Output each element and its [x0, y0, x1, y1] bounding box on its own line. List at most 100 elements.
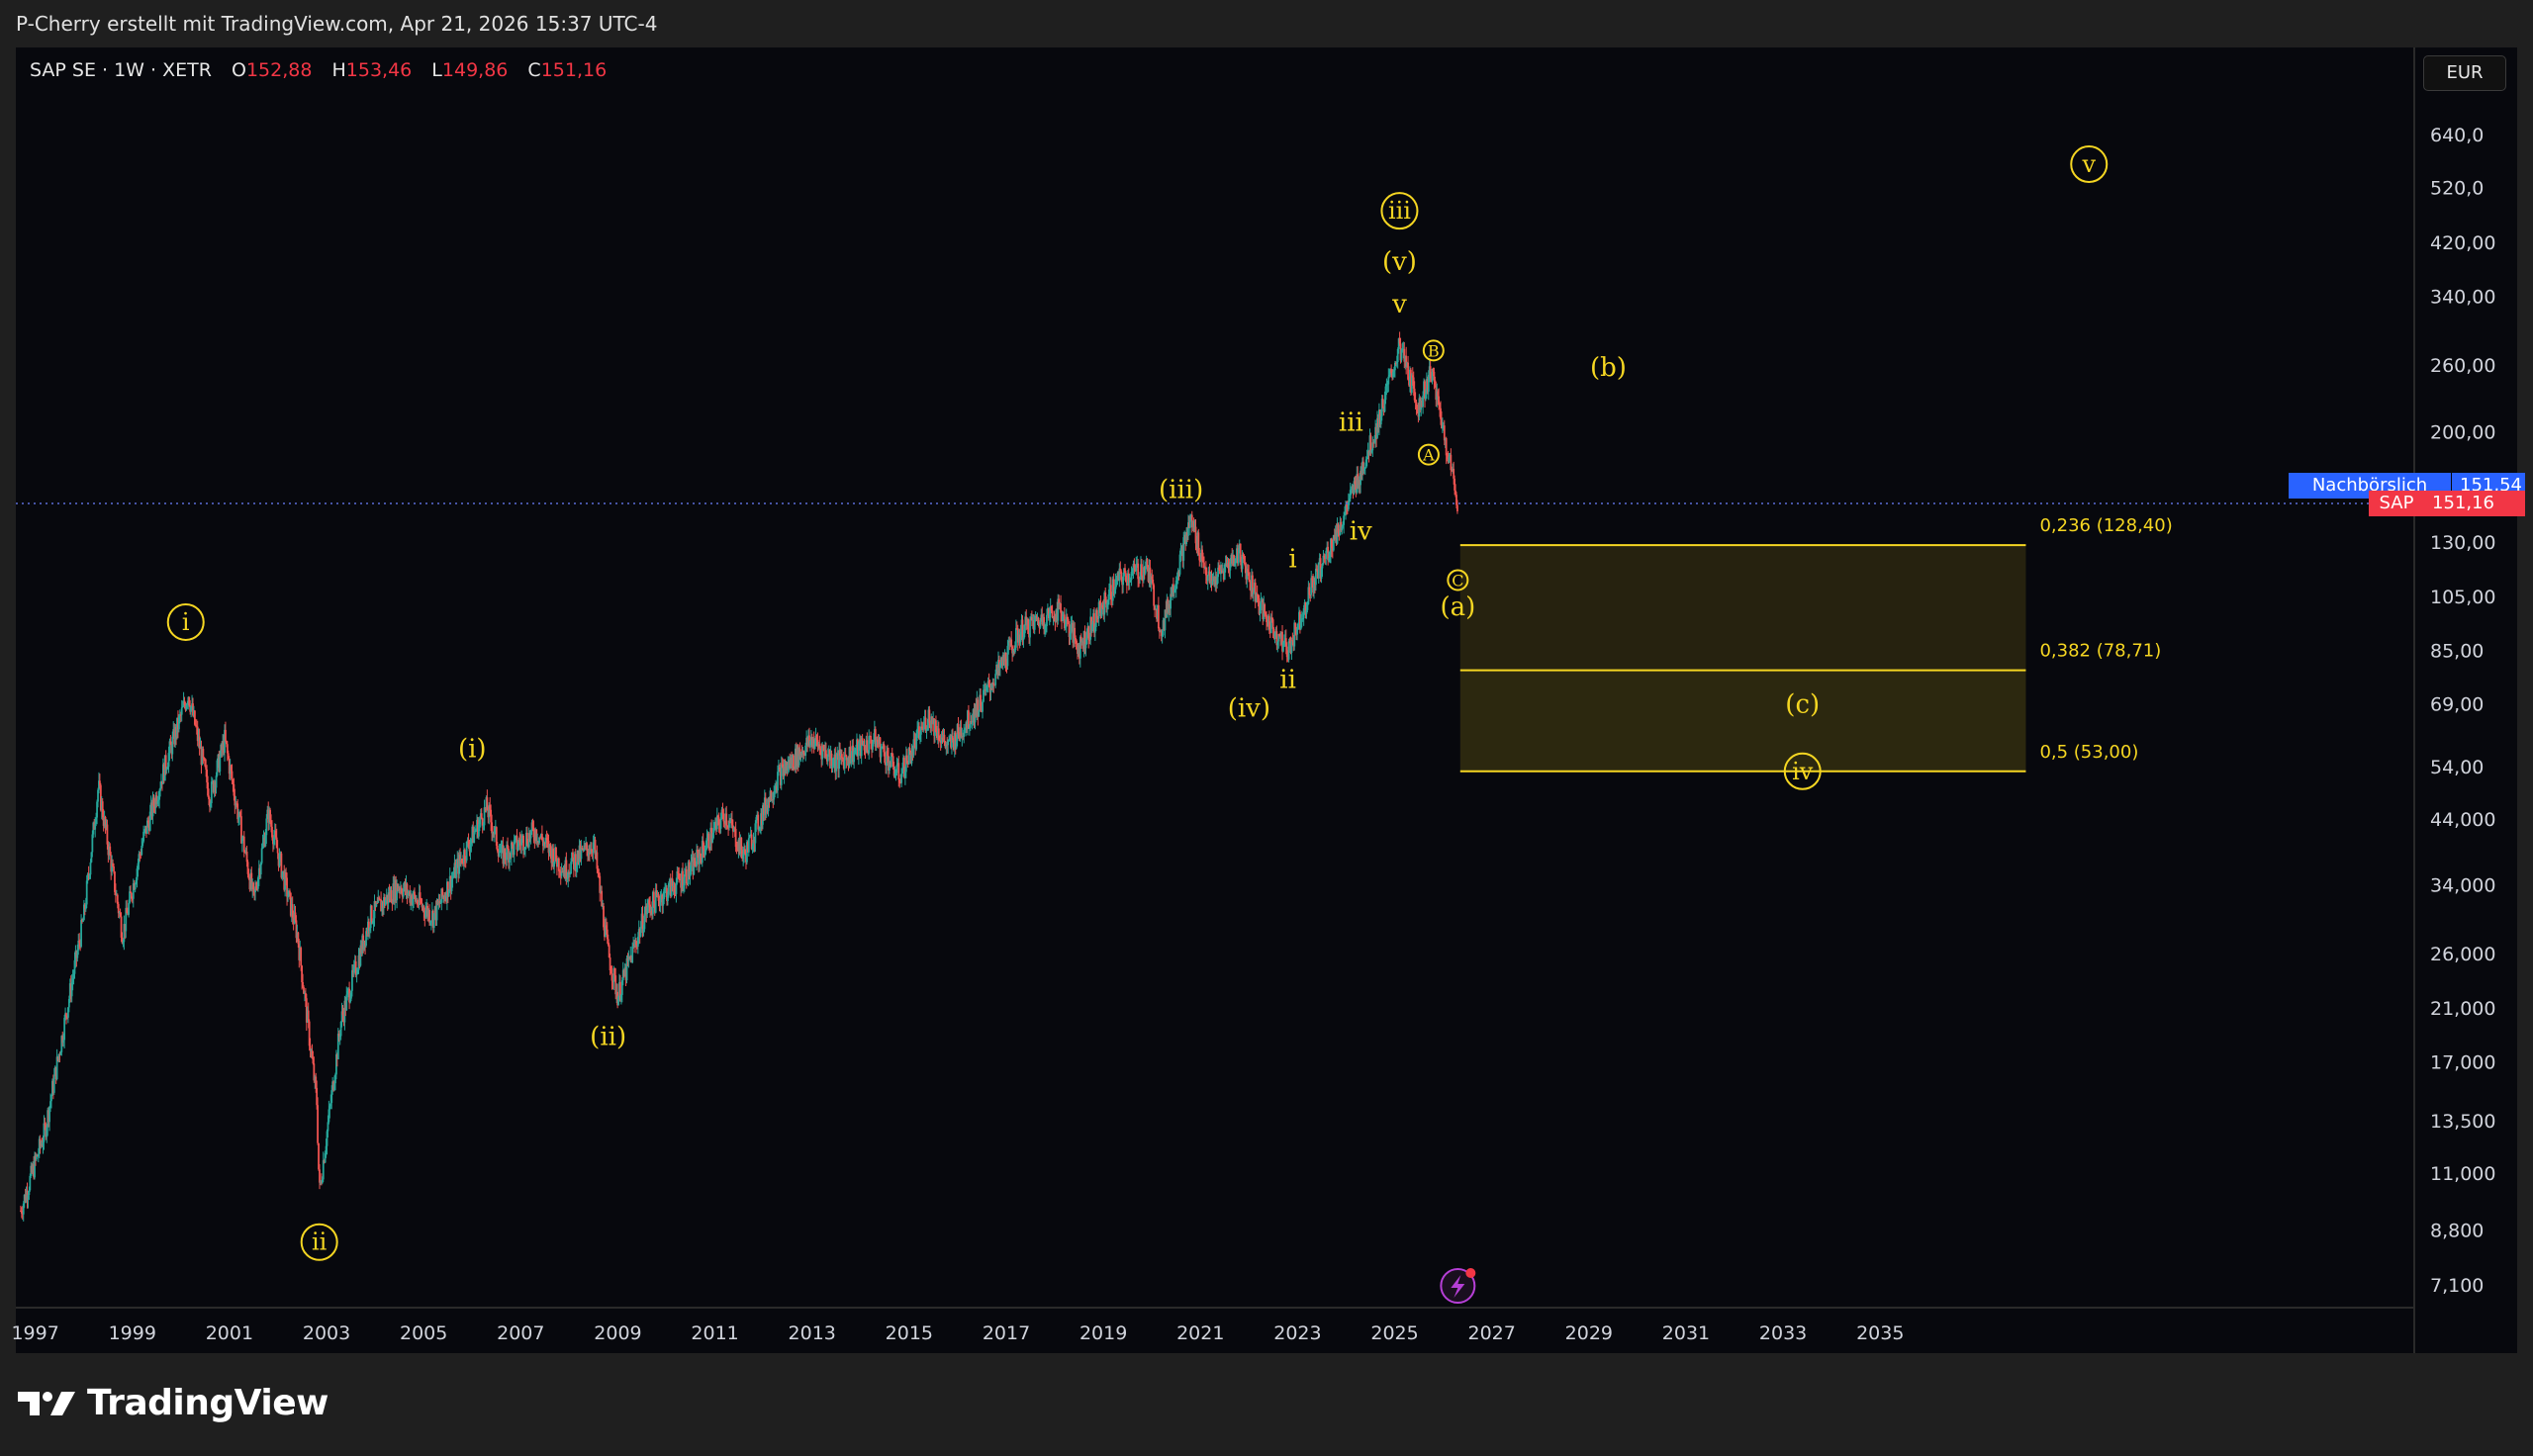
- candle-body: [990, 687, 993, 689]
- candle-body: [1073, 627, 1076, 643]
- candle-body: [528, 833, 531, 839]
- candle-body: [668, 878, 671, 883]
- candle-body: [533, 837, 536, 841]
- candle-body: [872, 743, 874, 750]
- candle-body: [1014, 647, 1016, 653]
- candle-body: [1188, 522, 1190, 528]
- candle-body: [1161, 635, 1164, 637]
- candle-body: [1395, 362, 1398, 364]
- candle-body: [246, 862, 249, 874]
- candle-body: [1066, 616, 1069, 619]
- candle-body: [770, 790, 773, 801]
- candle-body: [594, 839, 597, 855]
- candle-body: [967, 710, 969, 729]
- candle-body: [375, 902, 378, 907]
- candle-body: [1106, 602, 1109, 608]
- candle-body: [1125, 573, 1127, 583]
- candle-body: [1080, 641, 1083, 643]
- candle-body: [685, 868, 688, 884]
- candle-body: [448, 875, 451, 890]
- candle-body: [494, 827, 497, 829]
- candle-body: [704, 851, 706, 857]
- candle-body: [556, 860, 558, 867]
- wave-label: C: [1452, 571, 1463, 590]
- currency-button[interactable]: EUR: [2423, 55, 2506, 91]
- x-tick-label: 1997: [11, 1322, 58, 1344]
- candle-body: [367, 921, 370, 931]
- candle-body: [207, 782, 209, 796]
- candle-body: [550, 850, 553, 864]
- candle-body: [974, 704, 977, 723]
- candle-body: [45, 1125, 47, 1138]
- candle-body: [758, 829, 761, 831]
- candle-body: [635, 945, 638, 948]
- candle-body: [569, 873, 572, 875]
- candle-body: [1157, 604, 1159, 619]
- candle-body: [1031, 620, 1034, 622]
- candle-body: [1141, 576, 1144, 581]
- tradingview-logo[interactable]: TradingView: [18, 1383, 328, 1423]
- candle-body: [969, 721, 972, 728]
- candle-body: [478, 824, 480, 837]
- candle-body: [40, 1143, 43, 1146]
- candle-body: [1390, 369, 1393, 374]
- candle-body: [1362, 468, 1365, 471]
- candle-body: [179, 714, 182, 716]
- candle-body: [1266, 621, 1268, 626]
- candle-body: [415, 900, 418, 902]
- candle-body: [814, 735, 817, 744]
- candle-body: [1198, 555, 1201, 561]
- fibonacci-retracement: 0,236 (128,40)0,382 (78,71)0,5 (53,00): [1459, 515, 2173, 773]
- y-tick-label: 21,000: [2430, 998, 2495, 1020]
- candle-body: [1236, 548, 1239, 564]
- chart-area[interactable]: [16, 47, 2517, 1353]
- candle-body: [328, 1106, 331, 1110]
- candle-body: [1037, 617, 1040, 624]
- candle-body: [415, 895, 417, 902]
- candle-body: [253, 889, 256, 893]
- candle-body: [1370, 450, 1373, 453]
- candle-body: [633, 944, 635, 946]
- candle-body: [224, 729, 226, 753]
- candle-body: [177, 715, 180, 730]
- candle-body: [98, 780, 101, 785]
- notification-dot: [1465, 1268, 1476, 1278]
- candle-body: [1163, 620, 1166, 631]
- x-tick-label: 1999: [109, 1322, 156, 1344]
- candle-body: [553, 862, 556, 867]
- candle-body: [467, 840, 470, 847]
- candle-body: [1286, 657, 1289, 660]
- candle-body: [803, 754, 806, 756]
- candle-body: [991, 682, 994, 688]
- candle-body: [932, 718, 935, 725]
- candle-body: [1393, 370, 1395, 372]
- candle-body: [498, 852, 501, 857]
- candle-body: [1456, 504, 1458, 511]
- candle-body: [1156, 608, 1158, 619]
- candle-body: [1206, 575, 1209, 582]
- candle-body: [144, 826, 146, 830]
- candle-body: [743, 849, 745, 855]
- candle-body: [1419, 398, 1422, 410]
- candle-body: [839, 750, 841, 756]
- candle-body: [53, 1066, 56, 1076]
- candle-body: [950, 738, 952, 748]
- candle-body: [605, 925, 608, 930]
- candle-body: [757, 814, 760, 830]
- candle-body: [86, 873, 89, 881]
- candle-body: [1187, 522, 1189, 536]
- candle-body: [619, 994, 622, 1001]
- candle-body: [173, 729, 176, 745]
- candle-body: [1121, 580, 1124, 586]
- candle-body: [177, 717, 179, 730]
- candle-body: [944, 741, 947, 748]
- candle-body: [446, 881, 449, 897]
- candle-body: [1437, 391, 1440, 397]
- candle-body: [1377, 409, 1380, 427]
- candle-body: [680, 879, 683, 888]
- lightning-icon[interactable]: [1440, 1268, 1476, 1304]
- candle-body: [1444, 437, 1447, 441]
- candle-body: [1144, 566, 1147, 574]
- candle-body: [1314, 582, 1316, 586]
